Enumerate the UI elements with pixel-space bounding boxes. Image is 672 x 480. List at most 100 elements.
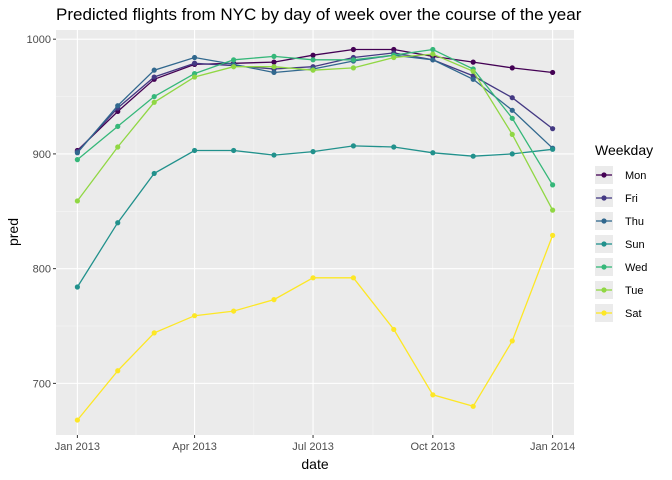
data-point-wed bbox=[350, 57, 357, 63]
data-point-tue bbox=[74, 198, 80, 204]
legend-item-sat: Sat bbox=[595, 304, 642, 322]
x-axis-title: date bbox=[301, 456, 328, 472]
series-layer bbox=[74, 46, 556, 423]
chart-title: Predicted flights from NYC by day of wee… bbox=[56, 5, 582, 24]
data-point-tue bbox=[550, 207, 556, 213]
data-point-fri bbox=[191, 60, 198, 66]
data-point-fri bbox=[550, 126, 556, 132]
data-point-fri bbox=[151, 74, 157, 80]
legend-item-mon: Mon bbox=[595, 166, 646, 184]
legend-key-point bbox=[601, 172, 607, 178]
legend-label: Fri bbox=[625, 193, 638, 205]
legend-label: Tue bbox=[625, 285, 644, 297]
legend-key-point bbox=[601, 218, 607, 224]
data-point-thu bbox=[470, 76, 476, 82]
data-point-sun bbox=[231, 147, 237, 154]
x-axis: Jan 2013 Apr 2013 Jul 2013 Oct 2013 Jan 2014 bbox=[55, 435, 575, 453]
series-tue bbox=[74, 51, 556, 213]
legend-label: Mon bbox=[625, 170, 646, 182]
data-point-sun bbox=[310, 149, 316, 155]
data-point-sat bbox=[470, 403, 476, 409]
y-tick-label: 1000 bbox=[27, 34, 51, 46]
legend-key-point bbox=[601, 195, 607, 201]
data-point-sun bbox=[74, 284, 80, 290]
data-point-tue bbox=[231, 64, 237, 70]
legend-item-thu: Thu bbox=[595, 212, 644, 230]
data-point-sat bbox=[151, 330, 157, 336]
x-tick-label: Jan 2014 bbox=[530, 441, 575, 453]
data-point-tue bbox=[509, 131, 515, 138]
minor-gridlines bbox=[56, 30, 574, 435]
data-point-sun bbox=[391, 144, 397, 150]
data-point-tue bbox=[470, 68, 476, 74]
data-point-wed bbox=[271, 53, 277, 59]
data-point-mon bbox=[470, 59, 476, 65]
data-point-sun bbox=[350, 143, 357, 149]
legend-item-tue: Tue bbox=[595, 281, 644, 299]
data-point-sat bbox=[191, 313, 198, 319]
data-point-sun bbox=[115, 220, 121, 226]
data-point-sat bbox=[115, 368, 121, 374]
data-point-fri bbox=[509, 95, 515, 101]
data-point-thu bbox=[271, 69, 277, 76]
data-point-sat bbox=[231, 308, 237, 314]
y-tick-label: 800 bbox=[33, 264, 51, 276]
legend-label: Wed bbox=[625, 262, 647, 274]
data-point-thu bbox=[430, 57, 436, 63]
data-point-sun bbox=[151, 170, 157, 177]
legend-key-point bbox=[601, 264, 607, 270]
data-point-thu bbox=[509, 107, 515, 113]
data-point-thu bbox=[191, 54, 198, 61]
legend-label: Sat bbox=[625, 308, 642, 320]
legend-item-fri: Fri bbox=[595, 189, 638, 207]
data-point-tue bbox=[350, 65, 357, 71]
data-point-wed bbox=[151, 93, 157, 100]
data-point-mon bbox=[350, 46, 357, 53]
legend-label: Sun bbox=[625, 239, 645, 251]
y-tick-label: 700 bbox=[33, 378, 51, 390]
legend-key-point bbox=[601, 287, 607, 293]
data-point-tue bbox=[191, 74, 198, 80]
major-gridlines bbox=[56, 30, 574, 435]
legend-key-point bbox=[601, 241, 607, 247]
data-point-mon bbox=[310, 52, 316, 58]
data-point-sat bbox=[74, 417, 80, 423]
data-point-sun bbox=[271, 152, 277, 158]
data-point-wed bbox=[550, 182, 556, 188]
data-point-tue bbox=[151, 99, 157, 105]
legend: Weekday Mon Fri Thu Sun Wed Tue Sat bbox=[595, 142, 653, 322]
series-mon bbox=[74, 46, 556, 154]
legend-items: Mon Fri Thu Sun Wed Tue Sat bbox=[595, 166, 647, 322]
data-point-sat bbox=[310, 275, 316, 281]
data-point-wed bbox=[430, 46, 436, 53]
data-point-sun bbox=[550, 146, 556, 152]
series-sun bbox=[74, 143, 556, 290]
legend-label: Thu bbox=[625, 216, 644, 228]
data-point-wed bbox=[231, 57, 237, 63]
data-point-tue bbox=[391, 54, 397, 61]
legend-item-wed: Wed bbox=[595, 258, 647, 276]
x-tick-label: Jul 2013 bbox=[292, 441, 334, 453]
data-point-mon bbox=[271, 59, 277, 65]
x-tick-label: Apr 2013 bbox=[172, 441, 217, 453]
data-point-sat bbox=[430, 392, 436, 398]
data-point-wed bbox=[115, 123, 121, 129]
data-point-thu bbox=[151, 67, 157, 73]
data-point-sat bbox=[509, 338, 515, 344]
data-point-sat bbox=[391, 326, 397, 333]
y-axis-title: pred bbox=[5, 218, 21, 246]
data-point-tue bbox=[310, 67, 316, 73]
data-point-mon bbox=[509, 65, 515, 71]
data-point-tue bbox=[115, 144, 121, 150]
y-tick-label: 900 bbox=[33, 149, 51, 161]
data-point-sun bbox=[470, 153, 476, 159]
data-point-sun bbox=[430, 150, 436, 156]
plot-panel bbox=[56, 30, 574, 435]
data-point-thu bbox=[115, 103, 121, 109]
data-point-sun bbox=[509, 151, 515, 157]
data-point-sat bbox=[271, 297, 277, 303]
x-tick-label: Jan 2013 bbox=[55, 441, 100, 453]
data-point-sat bbox=[550, 232, 556, 238]
data-point-sat bbox=[350, 275, 357, 281]
